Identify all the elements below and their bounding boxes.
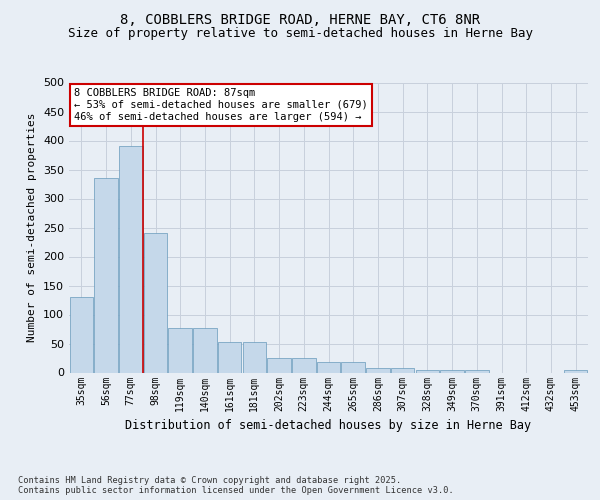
Bar	[242, 342, 266, 372]
Bar	[70, 296, 93, 372]
Bar	[440, 370, 464, 372]
Bar	[366, 368, 389, 372]
X-axis label: Distribution of semi-detached houses by size in Herne Bay: Distribution of semi-detached houses by …	[125, 419, 532, 432]
Text: Contains HM Land Registry data © Crown copyright and database right 2025.
Contai: Contains HM Land Registry data © Crown c…	[18, 476, 454, 495]
Bar	[144, 232, 167, 372]
Bar	[169, 328, 192, 372]
Text: 8, COBBLERS BRIDGE ROAD, HERNE BAY, CT6 8NR: 8, COBBLERS BRIDGE ROAD, HERNE BAY, CT6 …	[120, 12, 480, 26]
Bar	[416, 370, 439, 372]
Bar	[94, 178, 118, 372]
Text: 8 COBBLERS BRIDGE ROAD: 87sqm
← 53% of semi-detached houses are smaller (679)
46: 8 COBBLERS BRIDGE ROAD: 87sqm ← 53% of s…	[74, 88, 368, 122]
Bar	[317, 362, 340, 372]
Bar	[119, 146, 143, 372]
Bar	[193, 328, 217, 372]
Text: Size of property relative to semi-detached houses in Herne Bay: Size of property relative to semi-detach…	[67, 28, 533, 40]
Bar	[341, 362, 365, 372]
Y-axis label: Number of semi-detached properties: Number of semi-detached properties	[28, 113, 37, 342]
Bar	[268, 358, 291, 372]
Bar	[564, 370, 587, 372]
Bar	[218, 342, 241, 372]
Bar	[391, 368, 415, 372]
Bar	[292, 358, 316, 372]
Bar	[465, 370, 488, 372]
